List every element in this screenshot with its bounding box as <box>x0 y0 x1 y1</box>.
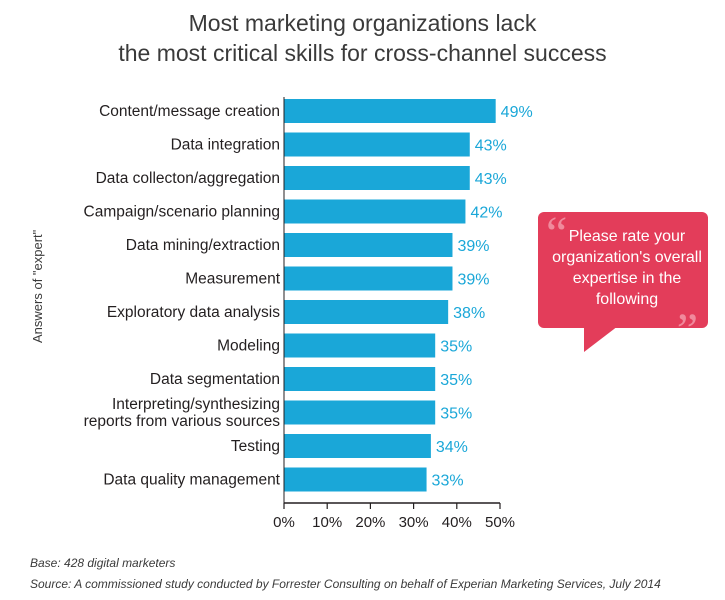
category-label: Data segmentation <box>150 371 280 388</box>
value-label: 34% <box>436 439 468 456</box>
base-footnote: Base: 428 digital marketers <box>30 556 176 570</box>
value-label: 35% <box>440 372 472 389</box>
bar <box>284 199 466 224</box>
category-label: Data mining/extraction <box>126 237 280 254</box>
value-label: 33% <box>432 473 464 490</box>
value-label: 38% <box>453 305 485 322</box>
x-tick-label: 50% <box>485 514 515 531</box>
value-label: 39% <box>457 272 489 289</box>
value-label: 39% <box>457 238 489 255</box>
survey-question-callout: “ Please rate your organization's overal… <box>538 207 708 357</box>
category-label: Exploratory data analysis <box>107 304 280 321</box>
bar <box>284 467 427 492</box>
chart-title-line-2: the most critical skills for cross-chann… <box>118 40 607 66</box>
callout-text: Please rate your organization's overall … <box>552 228 702 308</box>
bar <box>284 300 449 324</box>
category-label: Campaign/scenario planning <box>84 204 280 221</box>
category-label: Testing <box>231 438 280 455</box>
bar <box>284 99 496 123</box>
x-tick-label: 30% <box>399 514 429 531</box>
category-label: Interpreting/synthesizing <box>112 396 280 413</box>
bar <box>284 367 436 391</box>
bar <box>284 233 453 257</box>
y-axis-label: Answers of "expert" <box>30 229 45 343</box>
bar <box>284 333 436 358</box>
chart-title: Most marketing organizations lack the mo… <box>0 8 725 68</box>
x-tick-label: 20% <box>355 514 385 531</box>
bar <box>284 166 470 190</box>
chart-title-line-1: Most marketing organizations lack <box>188 10 537 36</box>
value-label: 35% <box>440 339 472 356</box>
value-label: 49% <box>501 104 533 121</box>
category-label: Measurement <box>185 271 280 288</box>
category-label: Data collecton/aggregation <box>96 170 280 187</box>
value-label: 35% <box>440 406 472 423</box>
category-label: reports from various sources <box>84 413 281 430</box>
bar <box>284 400 436 425</box>
source-footnote: Source: A commissioned study conducted b… <box>30 577 661 591</box>
close-quote-icon: ” <box>676 304 698 357</box>
x-tick-label: 0% <box>273 514 295 531</box>
category-label: Data integration <box>171 137 280 154</box>
open-quote-icon: “ <box>546 207 568 260</box>
x-tick-label: 10% <box>312 514 342 531</box>
bar <box>284 434 431 458</box>
x-tick-label: 40% <box>442 514 472 531</box>
bar <box>284 266 453 291</box>
category-label: Data quality management <box>103 472 280 489</box>
bar <box>284 132 470 157</box>
value-label: 43% <box>475 138 507 155</box>
category-label: Content/message creation <box>99 103 280 120</box>
value-label: 42% <box>470 205 502 222</box>
category-label: Modeling <box>217 338 280 355</box>
value-label: 43% <box>475 171 507 188</box>
